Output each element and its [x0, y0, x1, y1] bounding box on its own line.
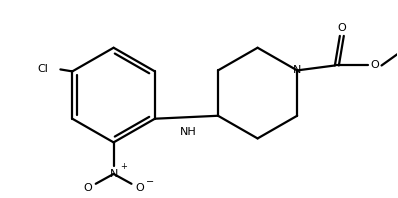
Text: NH: NH — [180, 127, 197, 137]
Text: O: O — [338, 23, 346, 33]
Text: O: O — [84, 183, 92, 193]
Text: N: N — [109, 169, 118, 179]
Text: −: − — [146, 177, 154, 187]
Text: N: N — [293, 65, 301, 75]
Text: Cl: Cl — [38, 64, 49, 74]
Text: +: + — [121, 162, 127, 170]
Text: O: O — [370, 60, 379, 70]
Text: O: O — [135, 183, 144, 193]
